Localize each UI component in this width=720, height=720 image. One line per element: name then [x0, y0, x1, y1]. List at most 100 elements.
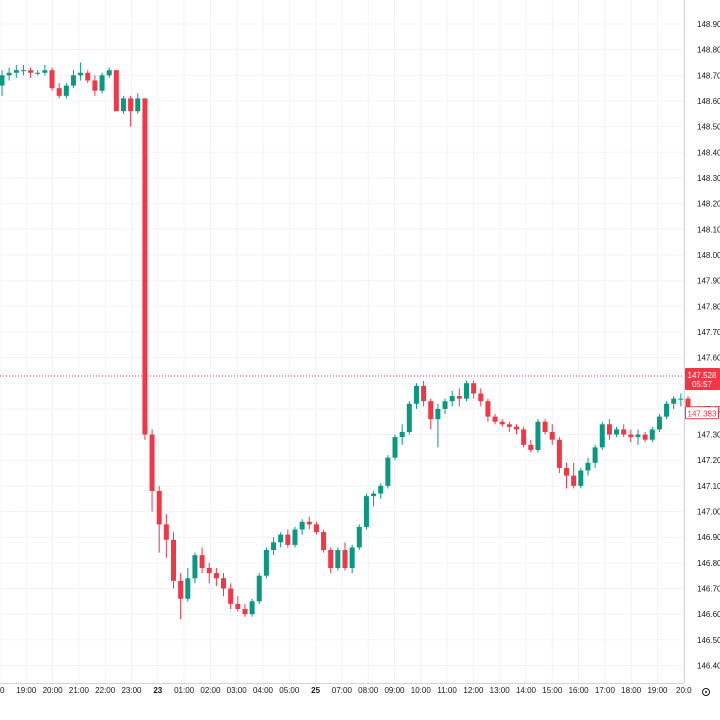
time-tick-label: 21:00: [69, 686, 90, 695]
candle: [156, 485, 162, 553]
candle: [449, 390, 455, 407]
candle-body: [399, 431, 405, 438]
candle-body: [292, 529, 298, 545]
candle: [120, 95, 126, 114]
candle: [499, 419, 505, 427]
candle-body: [99, 75, 105, 91]
price-tick-label: 147.900: [697, 277, 720, 286]
price-tick-label: 146.600: [697, 610, 720, 619]
candle-body: [385, 457, 391, 486]
price-axis[interactable]: 148.900 148.800 148.700 148.600 148.500 148.4…: [684, 0, 720, 683]
time-tick-label: 01:00: [174, 686, 195, 695]
candle: [228, 583, 234, 610]
candle-body: [635, 434, 641, 438]
price-tick-label: 148.500: [697, 123, 720, 132]
price-tick-label: 148.800: [697, 46, 720, 55]
candle: [485, 398, 491, 422]
candle: [185, 567, 191, 602]
candles: [0, 62, 691, 620]
candle-body: [256, 575, 262, 602]
candle: [428, 398, 434, 430]
time-tick-label: 20:00: [43, 686, 64, 695]
time-tick-label: 0: [0, 686, 5, 695]
candle: [413, 383, 419, 409]
time-tick-label: 18:00: [621, 686, 642, 695]
candle-body: [349, 547, 355, 568]
candle-body: [278, 534, 284, 543]
candle-body: [356, 526, 362, 548]
candle: [178, 573, 184, 620]
candle: [442, 398, 448, 415]
candle: [256, 573, 262, 604]
candle-body: [664, 403, 670, 417]
candle-body: [328, 550, 334, 568]
secondary-price-value: 147.383: [688, 409, 717, 418]
price-tick-label: 147.100: [697, 482, 720, 491]
candle-body: [28, 70, 34, 73]
candle: [192, 552, 198, 584]
price-tick-label: 146.700: [697, 585, 720, 594]
candle-body: [571, 475, 577, 486]
candle-body: [392, 437, 398, 458]
time-tick-label: 04:00: [253, 686, 274, 695]
candle: [78, 62, 84, 81]
time-tick-label: 22:00: [95, 686, 116, 695]
candle: [421, 380, 427, 407]
secondary-price-tag: 147.383: [685, 406, 719, 420]
candle-body: [213, 573, 219, 579]
price-tick-label: 146.900: [697, 533, 720, 542]
candle: [271, 537, 277, 556]
candle: [392, 434, 398, 461]
candle: [564, 462, 570, 489]
time-tick-label: 15:00: [542, 686, 563, 695]
candle-body: [556, 439, 562, 468]
candle: [478, 388, 484, 407]
candle-body: [535, 421, 541, 450]
candle-body: [649, 429, 655, 440]
price-tick-label: 148.600: [697, 97, 720, 106]
candle: [363, 493, 369, 530]
candle: [49, 67, 55, 91]
candle: [63, 83, 69, 99]
candle: [606, 419, 612, 440]
candle-body: [0, 75, 5, 86]
candle-body: [671, 398, 677, 404]
candle-body: [6, 72, 12, 76]
candle: [399, 424, 405, 445]
candle: [163, 514, 169, 558]
candle-body: [271, 542, 277, 551]
price-tick-label: 147.800: [697, 302, 720, 311]
candle-body: [299, 521, 305, 530]
candle: [213, 567, 219, 586]
price-tick-label: 147.200: [697, 456, 720, 465]
candle-body: [542, 421, 548, 432]
candle-body: [85, 72, 91, 81]
candle-body: [285, 534, 291, 545]
time-tick-label: 13:00: [490, 686, 511, 695]
candle: [206, 562, 212, 584]
candle: [578, 467, 584, 489]
price-tick-label: 147.700: [697, 328, 720, 337]
time-axis[interactable]: 0 19:00 20:00 21:00 22:00 23:00 23 01:00 02:00 03…: [0, 683, 692, 696]
time-tick-label: 08:00: [358, 686, 379, 695]
candle: [335, 547, 341, 571]
candle: [535, 419, 541, 453]
candle: [313, 521, 319, 535]
candle-body: [20, 70, 26, 72]
candle-body: [428, 401, 434, 420]
candle-body: [92, 80, 98, 91]
candle-body: [449, 396, 455, 402]
time-tick-label: 25: [311, 686, 320, 695]
candle: [513, 424, 520, 435]
candle: [599, 421, 605, 450]
time-tick-label: 23:00: [121, 686, 142, 695]
candle: [664, 401, 670, 420]
candle-body: [378, 485, 384, 494]
settings-icon[interactable]: [702, 688, 710, 696]
candle-body: [492, 416, 498, 422]
candle-body: [592, 447, 598, 463]
candle: [628, 429, 634, 443]
